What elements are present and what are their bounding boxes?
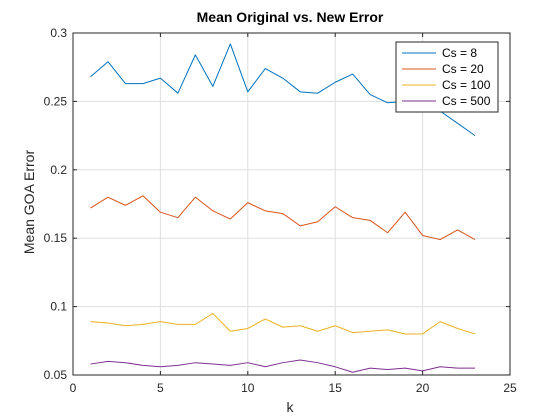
legend-label: Cs = 100 <box>442 78 491 92</box>
y-tick-label: 0.15 <box>44 231 68 245</box>
series-line-cs-20 <box>90 195 476 241</box>
x-tick-labels: 0 5 10 15 20 25 <box>70 381 517 395</box>
legend-label: Cs = 500 <box>442 94 491 108</box>
y-tick-label: 0.05 <box>44 368 68 382</box>
y-axis-label: Mean GOA Error <box>21 150 37 255</box>
series-line-cs-500 <box>90 359 476 373</box>
y-tick-label: 0.2 <box>50 163 67 177</box>
x-tick-label: 20 <box>416 381 430 395</box>
x-tick-label: 15 <box>329 381 343 395</box>
series-line-cs-100 <box>90 312 476 335</box>
x-tick-label: 10 <box>241 381 255 395</box>
x-tick-label: 5 <box>157 381 164 395</box>
y-tick-labels: 0.05 0.1 0.15 0.2 0.25 0.3 <box>44 26 68 382</box>
y-tick-label: 0.3 <box>50 26 67 40</box>
legend-label: Cs = 20 <box>442 62 484 76</box>
ticks <box>72 32 511 376</box>
plot-border <box>72 32 511 376</box>
legend-box <box>395 41 499 113</box>
legend: Cs = 8 Cs = 20 Cs = 100 Cs = 500 <box>395 41 499 113</box>
y-tick-label: 0.25 <box>44 94 68 108</box>
x-tick-label: 25 <box>503 381 517 395</box>
x-axis-label: k <box>287 399 295 415</box>
chart-title: Mean Original vs. New Error <box>197 9 384 25</box>
legend-label: Cs = 8 <box>442 46 477 60</box>
x-tick-label: 0 <box>70 381 77 395</box>
y-tick-label: 0.1 <box>50 300 67 314</box>
